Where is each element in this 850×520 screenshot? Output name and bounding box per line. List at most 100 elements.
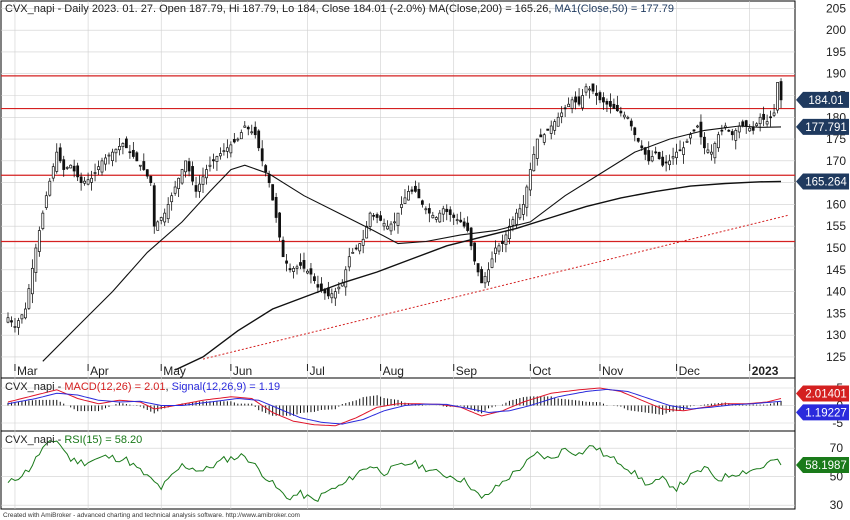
candle-108 (382, 218, 386, 231)
candle-21 (79, 172, 83, 191)
candle-body (452, 214, 456, 218)
candle-body (121, 143, 125, 148)
candle-193 (678, 140, 682, 152)
candle-63 (225, 139, 229, 159)
candle-body (640, 145, 644, 149)
candle-body (497, 245, 501, 252)
candle-15 (58, 143, 62, 164)
candle-16 (62, 155, 66, 177)
candle-body (27, 288, 31, 309)
candle-1 (10, 316, 13, 327)
candle-6 (27, 283, 31, 311)
candle-74 (264, 163, 268, 177)
candle-body (243, 125, 247, 128)
macd-header: CVX_napi - MACD(12,26) = 2.01, Signal(12… (5, 381, 280, 393)
candle-165 (581, 89, 584, 111)
candle-body (6, 317, 10, 323)
candle-body (114, 148, 118, 154)
candle-33 (121, 142, 125, 155)
candle-body (675, 151, 678, 159)
last-close-tag-text: 184.01 (808, 95, 843, 107)
x-tick-label-5: Aug (383, 364, 404, 378)
ma50-tag-text: 177.791 (805, 122, 847, 134)
macd-tag-bg (796, 385, 849, 402)
candle-171 (602, 92, 605, 110)
candle-body (354, 247, 358, 250)
price-tick-label-2: 195 (826, 45, 846, 59)
candle-body (156, 221, 160, 231)
candle-220 (772, 104, 776, 118)
candle-20 (76, 162, 80, 182)
candle-body (682, 147, 685, 155)
candle-body (351, 252, 355, 254)
x-tick-label-3: Jun (233, 364, 252, 378)
candle-46 (166, 197, 170, 224)
candle-body (145, 169, 149, 177)
candle-body (76, 165, 80, 178)
candle-body (319, 283, 323, 291)
price-candles (6, 78, 783, 335)
candle-body (455, 219, 459, 222)
candle-body (232, 138, 236, 143)
candle-body (239, 132, 243, 140)
candle-body (267, 174, 271, 183)
candle-161 (567, 97, 571, 108)
rsi-line (7, 440, 782, 502)
candle-157 (553, 119, 557, 135)
candle-155 (546, 128, 550, 131)
candle-24 (90, 170, 93, 191)
price-x-axis: Mar Apr May Jun Jul Aug Sep Oct Nov Dec 2023 (14, 364, 779, 378)
candle-body (330, 293, 334, 299)
candle-106 (375, 212, 379, 224)
candle-166 (584, 83, 588, 96)
candle-26 (97, 160, 100, 175)
candle-86 (306, 269, 309, 275)
candle-61 (219, 147, 222, 160)
candle-body (13, 326, 17, 328)
x-tick-label-2: May (163, 364, 186, 378)
ma200-tag-text: 165.264 (805, 177, 847, 189)
rsi-tag-bg (796, 457, 849, 474)
candle-222 (779, 78, 783, 109)
candle-body (581, 95, 584, 109)
x-tick-label-4: Jul (309, 364, 324, 378)
rsi-tick-label-2: 30 (830, 498, 844, 512)
candle-body (17, 320, 20, 328)
candle-168 (591, 83, 595, 95)
candle-194 (682, 141, 685, 164)
candle-80 (285, 253, 288, 272)
candle-body (595, 92, 598, 96)
candle-36 (131, 141, 135, 159)
x-tick-label-7: Oct (532, 364, 551, 378)
candle-127 (448, 206, 452, 222)
candle-body (744, 120, 748, 127)
trendline-dotted (202, 214, 789, 360)
candle-body (508, 225, 511, 240)
candle-body (445, 208, 449, 213)
candle-body (532, 153, 536, 172)
candle-123 (434, 216, 438, 223)
candle-102 (361, 229, 365, 254)
candle-body (563, 107, 567, 110)
candle-105 (372, 212, 376, 221)
candle-138 (487, 262, 490, 286)
candle-10 (41, 210, 45, 231)
candle-body (490, 258, 494, 268)
candle-body (180, 169, 184, 184)
candle-body (511, 219, 515, 226)
candle-body (271, 184, 275, 201)
x-tick-label-8: Nov (602, 364, 623, 378)
candle-body (483, 275, 487, 284)
signal-label: Signal(12,26,9) = 1.19 (172, 381, 281, 393)
ma50-label: MA1(Close,50) = 177.79 (554, 3, 674, 15)
candle-177 (622, 111, 626, 120)
candle-185 (650, 150, 654, 163)
candle-body (469, 227, 473, 247)
candle-122 (431, 211, 435, 219)
x-tick-label-9: Dec (679, 364, 700, 378)
candle-body (706, 149, 710, 153)
candle-body (636, 138, 640, 142)
candle-body (521, 204, 525, 215)
candle-159 (560, 106, 564, 124)
candle-body (751, 126, 755, 131)
